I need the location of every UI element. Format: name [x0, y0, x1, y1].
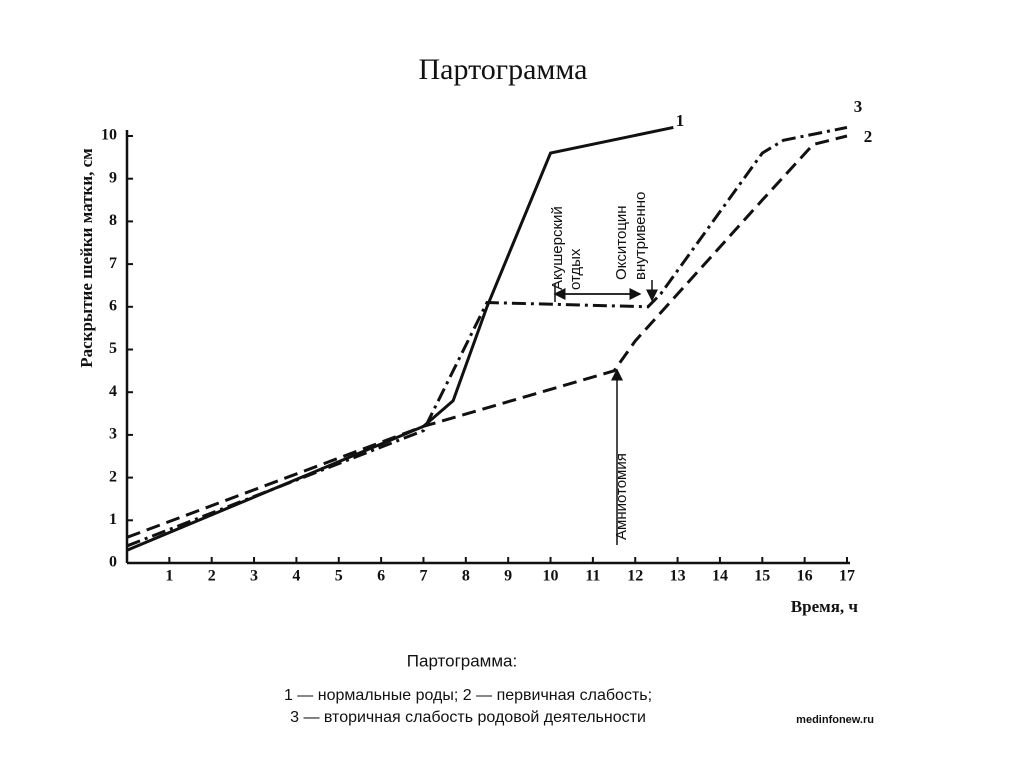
y-tick-label: 6	[109, 297, 117, 314]
y-tick-label: 3	[109, 426, 117, 443]
x-tick-label: 5	[335, 568, 343, 585]
x-tick-label: 14	[712, 568, 728, 585]
x-tick-label: 7	[419, 568, 427, 585]
y-tick-label: 5	[109, 340, 117, 357]
x-tick-label: 12	[627, 568, 643, 585]
series-label: 1	[676, 111, 685, 130]
chart-title: Партограмма	[419, 53, 588, 86]
caption: 1 — нормальные роды; 2 — первичная слабо…	[284, 687, 652, 704]
y-tick-label: 0	[109, 554, 117, 571]
x-tick-label: 10	[543, 568, 559, 585]
y-tick-label: 4	[109, 383, 117, 400]
caption: Партограмма:	[407, 651, 517, 670]
x-tick-label: 13	[670, 568, 686, 585]
y-tick-label: 10	[101, 127, 117, 144]
caption: 3 — вторичная слабость родовой деятельно…	[290, 709, 646, 726]
x-tick-label: 4	[292, 568, 300, 585]
annotation: Окситоцин	[613, 205, 630, 280]
y-tick-label: 7	[109, 255, 117, 272]
x-tick-label: 8	[462, 568, 470, 585]
x-tick-label: 16	[797, 568, 813, 585]
line	[126, 125, 848, 548]
x-axis-label: Время, ч	[791, 597, 859, 616]
x-tick-label: 11	[585, 568, 600, 585]
y-tick-label: 9	[109, 169, 117, 186]
line	[126, 134, 848, 539]
x-tick-label: 17	[839, 568, 855, 585]
line	[126, 125, 674, 552]
x-tick-label: 3	[250, 568, 258, 585]
source: medinfonew.ru	[796, 714, 874, 726]
annotation: Амниотомия	[613, 453, 630, 540]
series-label: 3	[854, 97, 863, 116]
x-tick-label: 6	[377, 568, 385, 585]
annotation: внутривенно	[632, 192, 649, 280]
x-tick-label: 1	[165, 568, 173, 585]
x-tick-label: 15	[754, 568, 770, 585]
x-tick-label: 9	[504, 568, 512, 585]
series-label: 2	[864, 127, 873, 146]
annotation: Акушерский	[549, 206, 566, 290]
annotation: отдых	[567, 248, 584, 290]
y-tick-label: 2	[109, 468, 117, 485]
y-tick-label: 1	[109, 511, 117, 528]
y-axis-label: Раскрытие шейки матки, см	[77, 148, 96, 368]
y-tick-label: 8	[109, 212, 117, 229]
x-tick-label: 2	[208, 568, 216, 585]
